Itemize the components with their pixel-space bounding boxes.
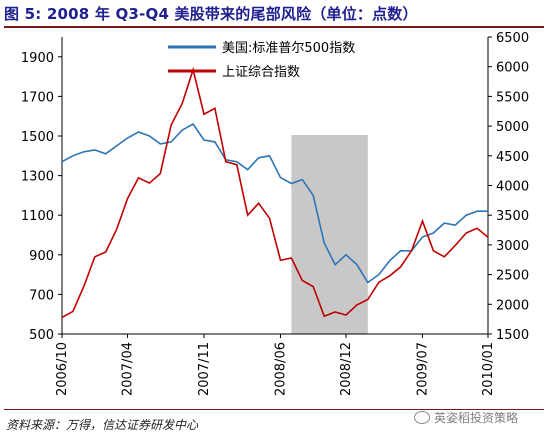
right-tick-label: 2000 xyxy=(496,298,529,313)
wechat-icon xyxy=(414,411,430,424)
watermark: 英姿稻投资策略 xyxy=(414,409,518,426)
left-tick-label: 1500 xyxy=(21,130,54,145)
right-tick-label: 1500 xyxy=(496,328,529,343)
right-tick-label: 3000 xyxy=(496,239,529,254)
source-note: 资料来源：万得，信达证券研发中心 xyxy=(6,418,199,432)
right-tick-label: 2500 xyxy=(496,269,529,284)
shaded-region xyxy=(291,135,368,334)
legend: 美国:标准普尔500指数 上证综合指数 xyxy=(168,41,355,80)
right-tick-label: 3500 xyxy=(496,209,529,224)
legend-label-sp500: 美国:标准普尔500指数 xyxy=(222,41,355,56)
x-tick-label: 2008/12 xyxy=(339,342,354,396)
left-tick-label: 1300 xyxy=(21,170,54,185)
x-tick-label: 2009/07 xyxy=(415,342,430,396)
left-tick-label: 500 xyxy=(29,328,54,343)
legend-label-shcomp: 上证综合指数 xyxy=(222,65,300,80)
left-tick-label: 1100 xyxy=(21,209,54,224)
right-axis-ticks: 1500 2000 2500 3000 3500 4000 4500 5000 5500 6000… xyxy=(488,31,529,343)
x-tick-label: 2010/01 xyxy=(481,342,496,396)
right-tick-label: 6500 xyxy=(496,31,529,46)
x-tick-label: 2007/11 xyxy=(197,342,212,396)
x-tick-label: 2007/04 xyxy=(121,342,136,396)
left-tick-label: 1700 xyxy=(21,90,54,105)
right-tick-label: 5000 xyxy=(496,120,529,135)
left-axis-ticks: 500 700 900 1100 1300 1500 1700 1900 xyxy=(21,51,62,343)
right-tick-label: 4500 xyxy=(496,150,529,165)
x-tick-label: 2008/06 xyxy=(273,342,288,396)
x-tick-label: 2006/10 xyxy=(55,342,70,396)
left-tick-label: 900 xyxy=(29,249,54,264)
right-tick-label: 6000 xyxy=(496,61,529,76)
figure-title: 图 5: 2008 年 Q3-Q4 美股带来的尾部风险（单位：点数） xyxy=(4,5,418,23)
series-line-sp500 xyxy=(61,123,488,284)
watermark-text: 英姿稻投资策略 xyxy=(434,411,519,425)
line-chart: 500 700 900 1100 1300 1500 1700 1900 1500 2000 25… xyxy=(21,31,529,396)
right-tick-label: 4000 xyxy=(496,180,529,195)
source-divider xyxy=(4,409,544,410)
left-tick-label: 1900 xyxy=(21,51,54,66)
left-tick-label: 700 xyxy=(29,288,54,303)
series-line-shcomp xyxy=(61,66,489,319)
x-axis-ticks: 2006/10 2007/04 2007/11 2008/06 2008/12 2009/… xyxy=(55,334,496,396)
title-divider xyxy=(4,26,544,28)
right-tick-label: 5500 xyxy=(496,90,529,105)
